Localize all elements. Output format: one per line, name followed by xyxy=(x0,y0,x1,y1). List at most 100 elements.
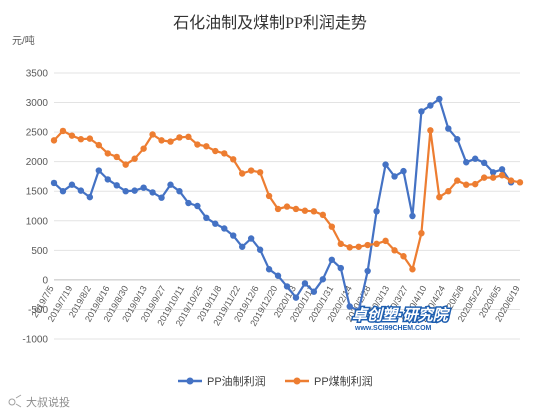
data-point-coal xyxy=(516,179,524,186)
data-point-oil xyxy=(445,125,452,132)
data-point-oil xyxy=(68,181,76,188)
data-point-oil xyxy=(364,267,371,275)
data-point-coal xyxy=(507,177,515,184)
data-point-coal xyxy=(113,153,120,161)
data-point-coal xyxy=(391,247,398,254)
series-lines xyxy=(50,95,524,314)
data-point-oil xyxy=(274,272,282,279)
data-point-coal xyxy=(418,229,425,237)
data-point-oil xyxy=(409,212,416,220)
data-point-coal xyxy=(212,147,219,155)
data-point-oil xyxy=(301,280,309,287)
data-point-oil xyxy=(427,102,434,109)
data-point-coal xyxy=(238,170,246,177)
data-point-oil xyxy=(489,169,497,176)
data-point-oil xyxy=(221,225,228,232)
data-point-oil xyxy=(382,161,389,168)
y-axis-unit: 元/吨 xyxy=(12,34,35,47)
data-point-coal xyxy=(400,253,407,260)
y-tick-label: 0 xyxy=(42,275,48,286)
data-point-oil xyxy=(104,176,111,183)
data-point-coal xyxy=(373,240,380,248)
data-point-coal xyxy=(301,207,309,214)
data-point-oil xyxy=(203,214,210,222)
data-point-coal xyxy=(59,127,67,135)
data-point-coal xyxy=(194,141,201,148)
data-point-oil xyxy=(167,181,174,188)
data-point-oil xyxy=(400,167,407,175)
data-point-coal xyxy=(498,172,506,179)
brand-watermark: 卓创塑·研究院 www.SCI99CHEM.COM xyxy=(351,305,453,333)
data-point-coal xyxy=(104,150,111,157)
data-point-oil xyxy=(256,246,264,253)
data-point-coal xyxy=(480,174,488,181)
legend-item-coal: PP煤制利润 xyxy=(285,374,373,388)
data-point-coal xyxy=(149,131,156,138)
legend-label-oil: PP油制利润 xyxy=(207,374,266,388)
brand-watermark-url: www.SCI99CHEM.COM xyxy=(354,325,432,332)
data-point-coal xyxy=(382,237,389,245)
y-tick-label: 2000 xyxy=(26,157,49,168)
share-icon xyxy=(8,394,22,408)
legend: PP油制利润 PP煤制利润 xyxy=(178,374,373,388)
data-point-oil xyxy=(373,208,380,215)
data-point-coal xyxy=(346,244,353,251)
data-point-coal xyxy=(265,192,273,200)
data-point-coal xyxy=(364,241,371,249)
y-tick-label: 1000 xyxy=(26,216,49,227)
data-point-coal xyxy=(319,211,327,219)
data-point-oil xyxy=(77,187,85,194)
data-point-coal xyxy=(454,177,461,184)
legend-marker-coal xyxy=(293,377,301,385)
source-watermark: 大叔说投 xyxy=(8,394,70,409)
data-point-coal xyxy=(176,134,183,141)
data-point-oil xyxy=(238,243,246,250)
data-point-oil xyxy=(131,187,138,194)
data-point-oil xyxy=(319,276,327,283)
data-point-oil xyxy=(212,220,219,227)
data-point-oil xyxy=(176,188,183,195)
data-point-coal xyxy=(310,208,318,215)
data-point-coal xyxy=(122,161,129,168)
y-tick-label: -1000 xyxy=(22,335,48,346)
data-point-oil xyxy=(471,155,479,162)
data-point-coal xyxy=(50,137,58,144)
data-point-coal xyxy=(328,223,336,230)
data-point-oil xyxy=(122,188,129,195)
data-point-coal xyxy=(247,167,255,174)
data-point-coal xyxy=(445,188,452,195)
legend-marker-oil xyxy=(186,377,194,385)
brand-watermark-text: 卓创塑·研究院 xyxy=(352,306,451,324)
data-point-coal xyxy=(427,127,434,134)
data-point-coal xyxy=(337,240,344,248)
data-point-coal xyxy=(256,169,264,176)
data-point-coal xyxy=(95,141,103,149)
data-point-oil xyxy=(59,188,67,195)
data-point-coal xyxy=(68,132,76,139)
legend-item-oil: PP油制利润 xyxy=(178,374,266,388)
y-tick-label: 500 xyxy=(31,246,48,257)
y-axis-ticks: -1000 -500 0 500 1000 1500 2000 2500 3000 3500 xyxy=(22,69,48,346)
data-point-oil xyxy=(95,167,103,174)
data-point-oil xyxy=(436,95,443,103)
data-point-coal xyxy=(274,205,282,213)
data-point-oil xyxy=(310,288,318,295)
data-point-coal xyxy=(463,181,470,188)
data-point-coal xyxy=(158,137,165,144)
data-point-coal xyxy=(86,135,94,142)
data-point-oil xyxy=(113,182,120,189)
data-point-coal xyxy=(221,150,228,157)
data-point-coal xyxy=(436,193,443,201)
y-tick-label: -500 xyxy=(28,305,48,316)
data-point-oil xyxy=(355,307,362,314)
y-tick-label: 3000 xyxy=(26,98,49,109)
data-point-oil xyxy=(391,173,398,180)
series-line-oil xyxy=(53,97,512,312)
data-point-oil xyxy=(346,303,353,310)
data-point-coal xyxy=(131,155,138,162)
data-point-oil xyxy=(454,136,461,143)
data-point-coal xyxy=(489,174,497,181)
data-point-coal xyxy=(77,136,85,143)
